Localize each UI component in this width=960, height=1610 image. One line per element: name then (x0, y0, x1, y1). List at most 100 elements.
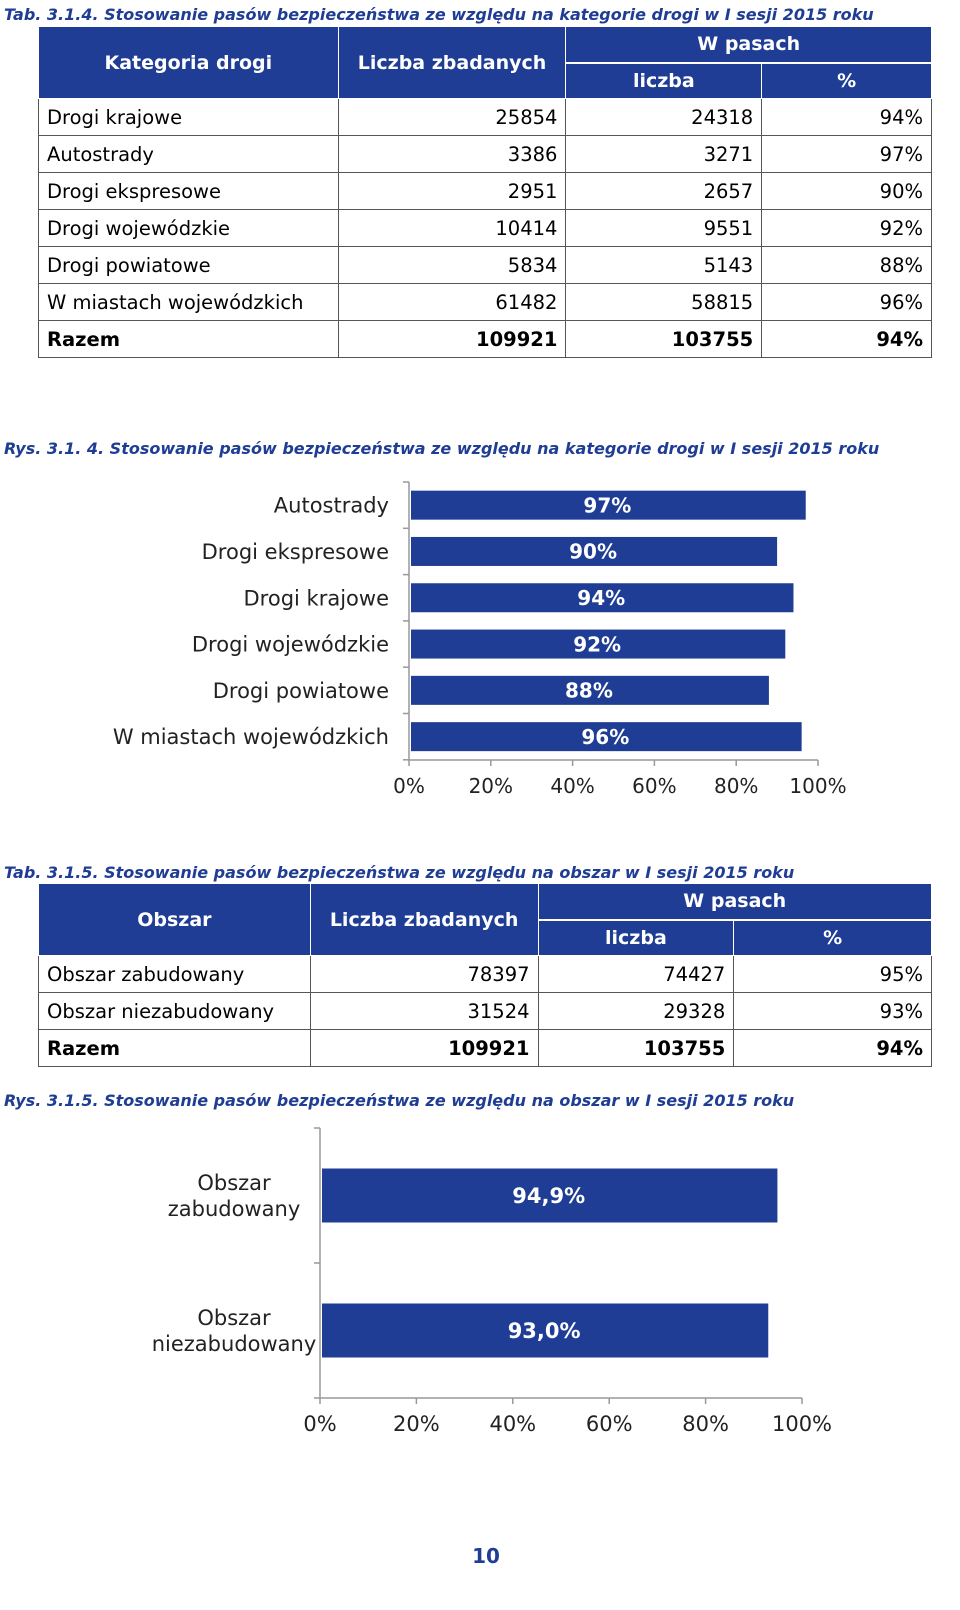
row-count: 109921 (337, 320, 567, 358)
row-belted: 58815 (565, 283, 763, 321)
row-pct: 94% (733, 1029, 932, 1067)
row-count: 25854 (337, 98, 567, 136)
table-row: Obszar niezabudowany 31524 29328 93% (38, 992, 932, 1030)
row-belted: 2657 (565, 172, 763, 210)
category-label: Drogi ekspresowe (202, 540, 389, 564)
bar-data-label: 88% (565, 679, 613, 703)
row-count: 78397 (309, 955, 539, 993)
x-tick-label: 60% (632, 774, 676, 798)
category-label: Obszar (197, 1306, 271, 1330)
bar (411, 536, 778, 566)
row-label: Autostrady (38, 135, 339, 173)
header-count: Liczba zbadanych (309, 883, 539, 956)
x-tick-label: 0% (393, 774, 425, 798)
table-row: Obszar zabudowany 78397 74427 95% (38, 955, 932, 993)
category-label: Drogi krajowe (244, 586, 389, 610)
row-pct: 94% (761, 320, 932, 358)
row-label: Obszar niezabudowany (38, 992, 311, 1030)
x-tick-label: 60% (586, 1412, 633, 1436)
x-tick-label: 20% (469, 774, 513, 798)
chart1-caption: Rys. 3.1. 4. Stosowanie pasów bezpieczeń… (4, 439, 880, 458)
row-count: 3386 (337, 135, 567, 173)
bar-data-label: 93,0% (508, 1319, 581, 1343)
row-label: Drogi krajowe (38, 98, 339, 136)
bar-data-label: 92% (573, 632, 621, 656)
row-belted: 29328 (537, 992, 735, 1030)
bar-data-label: 94,9% (512, 1184, 585, 1208)
bar (411, 722, 802, 752)
x-tick-label: 80% (682, 1412, 729, 1436)
table-row: Drogi wojewódzkie 10414 9551 92% (38, 209, 932, 247)
category-label: niezabudowany (152, 1332, 317, 1356)
table-area: Obszar Liczba zbadanych W pasach liczba … (38, 883, 933, 1067)
bar (322, 1303, 769, 1358)
x-tick-label: 100% (772, 1412, 832, 1436)
row-belted: 24318 (565, 98, 763, 136)
row-count: 10414 (337, 209, 567, 247)
header-category: Kategoria drogi (38, 26, 339, 99)
bar-data-label: 94% (577, 586, 625, 610)
x-tick-label: 80% (714, 774, 758, 798)
row-count: 2951 (337, 172, 567, 210)
header-belted-group: W pasach (565, 26, 932, 64)
row-pct: 93% (733, 992, 932, 1030)
table-road-category: Kategoria drogi Liczba zbadanych W pasac… (38, 26, 932, 358)
row-count: 61482 (337, 283, 567, 321)
row-label: Drogi powiatowe (38, 246, 339, 284)
row-belted: 103755 (565, 320, 763, 358)
category-label: Drogi wojewódzkie (192, 633, 389, 657)
row-belted: 9551 (565, 209, 763, 247)
bar (322, 1168, 778, 1223)
header-belted-pct: % (733, 919, 932, 956)
row-count: 5834 (337, 246, 567, 284)
table-row: Autostrady 3386 3271 97% (38, 135, 932, 173)
row-pct: 90% (761, 172, 932, 210)
row-count: 109921 (309, 1029, 539, 1067)
bar-data-label: 90% (569, 540, 617, 564)
bar-data-label: 97% (583, 493, 631, 517)
table1-caption: Tab. 3.1.4. Stosowanie pasów bezpieczeńs… (4, 5, 874, 24)
x-tick-label: 100% (789, 774, 846, 798)
row-belted: 5143 (565, 246, 763, 284)
table-row: W miastach wojewódzkich 61482 58815 96% (38, 283, 932, 321)
x-tick-label: 40% (489, 1412, 536, 1436)
bar (411, 490, 806, 520)
bar (411, 629, 786, 659)
header-area: Obszar (38, 883, 311, 956)
table-row: Drogi krajowe 25854 24318 94% (38, 98, 932, 136)
row-count: 31524 (309, 992, 539, 1030)
category-label: W miastach wojewódzkich (113, 725, 389, 749)
category-label: Obszar (197, 1171, 271, 1195)
table-total-row: Razem 109921 103755 94% (38, 320, 932, 358)
header-belted-group: W pasach (537, 883, 933, 921)
header-belted-count: liczba (537, 919, 735, 956)
table2-caption: Tab. 3.1.5. Stosowanie pasów bezpieczeńs… (4, 863, 795, 882)
chart2-caption: Rys. 3.1.5. Stosowanie pasów bezpieczeńs… (4, 1091, 795, 1110)
category-label: Drogi powiatowe (213, 679, 389, 703)
row-pct: 96% (761, 283, 932, 321)
header-count: Liczba zbadanych (337, 26, 567, 99)
row-belted: 74427 (537, 955, 735, 993)
bar (411, 583, 794, 613)
row-label: W miastach wojewódzkich (38, 283, 339, 321)
table-row: Drogi ekspresowe 2951 2657 90% (38, 172, 932, 210)
row-belted: 3271 (565, 135, 763, 173)
category-label: zabudowany (168, 1197, 301, 1221)
row-pct: 92% (761, 209, 932, 247)
row-label: Obszar zabudowany (38, 955, 311, 993)
chart-area: 0% 20% 40% 60% 80% 100%94,9%Obszarzabudowany9… (152, 1127, 832, 1436)
bar (411, 675, 769, 705)
category-label: Autostrady (274, 494, 389, 518)
row-pct: 94% (761, 98, 932, 136)
row-pct: 88% (761, 246, 932, 284)
row-label: Razem (38, 320, 339, 358)
bar-data-label: 96% (581, 725, 629, 749)
page-number: 10 (472, 1544, 500, 1568)
header-belted-count: liczba (565, 62, 763, 99)
row-pct: 97% (761, 135, 932, 173)
row-pct: 95% (733, 955, 932, 993)
x-tick-label: 40% (550, 774, 594, 798)
row-label: Razem (38, 1029, 311, 1067)
row-label: Drogi wojewódzkie (38, 209, 339, 247)
row-label: Drogi ekspresowe (38, 172, 339, 210)
